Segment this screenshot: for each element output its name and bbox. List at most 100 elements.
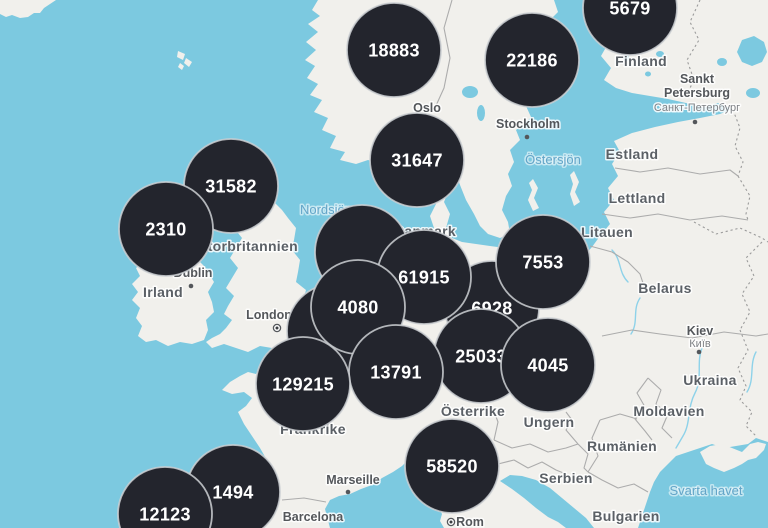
lake-vattern [477,105,485,121]
border-belarus-ukraine [601,329,768,339]
lake [623,55,629,61]
country-label: Estland [606,146,659,162]
adriatic-sea [500,475,594,528]
cluster-count: 4045 [527,355,568,375]
lake [746,88,760,98]
country-label: Lettland [609,190,666,206]
country-label: Finland [615,53,667,69]
border-estonia-latvia [614,167,739,177]
water-label: Östersjön [525,152,581,167]
landmass-northwest [0,0,56,18]
country-label: Österrike [441,403,505,419]
city-label-native: Санкт-Петербург [654,102,740,114]
border-romania-ukraine [599,413,638,421]
border-croatia-bosnia [497,459,567,475]
city-label: Rom [456,515,484,528]
cluster-marker[interactable]: 58520 [404,418,500,514]
city-label: Sankt [680,72,715,86]
country-label: Belarus [638,280,691,296]
lake [656,51,664,57]
border-spain-france [281,497,327,503]
faroe-islands [177,51,192,70]
cluster-count: 12123 [139,504,191,524]
border-romania-bulgaria [587,471,649,493]
city-label-native: Київ [689,338,711,350]
border-ukraine-russia [739,241,763,331]
city-marker [446,517,456,527]
lake [717,58,727,66]
border-ukraine-russia-south [737,329,758,438]
lake [645,71,651,77]
cluster-marker[interactable]: 4045 [500,317,596,413]
border-moldova-east [647,377,673,439]
border-moldova-west [634,377,653,441]
city-label: London [246,308,292,322]
border-norway-sweden [433,0,453,111]
country-label: Rumänien [587,438,657,454]
border-layer [281,0,768,503]
lake-vanern [462,86,478,98]
country-label: Litauen [581,224,633,240]
cluster-count: 5679 [609,0,650,18]
island-gotland [570,171,580,206]
crimea-peninsula [700,442,766,472]
cluster-layer: 1888322186567931647315822310692861915755… [117,0,678,528]
city-label: Petersburg [664,86,730,100]
cluster-marker[interactable]: 5679 [582,0,678,56]
river [630,297,641,335]
landmass-ireland [132,256,214,346]
city-marker [524,134,530,140]
landmass-great-britain [206,186,306,352]
country-label: Storbritannien [198,238,298,254]
cluster-count: 13791 [370,362,422,382]
water-label: Svarta havet [670,483,743,498]
cluster-count: 4080 [337,297,378,317]
cluster-count: 31582 [205,176,257,196]
cluster-marker[interactable]: 31647 [369,112,465,208]
cluster-marker[interactable]: 13791 [348,324,444,420]
border-hungary-south [493,439,579,453]
border-romania-west [587,419,601,473]
city-marker [692,119,698,125]
cluster-count: 22186 [506,50,558,70]
city-marker [696,349,702,355]
cluster-marker[interactable]: 7553 [495,214,591,310]
city-marker [188,283,194,289]
island-oland [528,179,539,211]
border-austria-hungary [491,405,499,441]
country-label: Ukraina [683,372,736,388]
border-belarus-russia [693,221,768,243]
river [746,351,757,393]
border-latvia-russia [737,175,751,221]
lake-ladoga [737,36,767,66]
country-label: Ungern [524,414,575,430]
cluster-count: 2310 [145,219,186,239]
cluster-count: 129215 [272,374,334,394]
river-dnieper [675,347,703,449]
border-lithuania-belarus [589,245,645,287]
cluster-count: 58520 [426,456,478,476]
cluster-marker[interactable]: 22186 [484,12,580,108]
border-hungary-romania [565,411,579,445]
country-label: Moldavien [633,403,704,419]
border-serbia-romania [577,443,589,473]
border-finland-russia [685,0,701,97]
country-label: Irland [143,284,183,300]
city-label: Kiev [687,324,713,338]
cluster-count: 61915 [398,267,450,287]
cluster-marker[interactable]: 2310 [118,181,214,277]
cluster-count: 1494 [212,482,253,502]
cluster-marker[interactable]: 18883 [346,2,442,98]
border-latvia-lithuania [601,213,749,221]
cluster-marker[interactable]: 129215 [255,336,351,432]
cluster-count: 25033 [455,346,507,366]
city-label: Marseille [326,473,380,487]
city-label: Barcelona [283,510,344,524]
cluster-count: 31647 [391,150,443,170]
cluster-count: 7553 [522,252,563,272]
cluster-marker[interactable]: 12123 [117,466,213,528]
country-label: Bulgarien [592,508,659,524]
country-label: Serbien [539,470,592,486]
